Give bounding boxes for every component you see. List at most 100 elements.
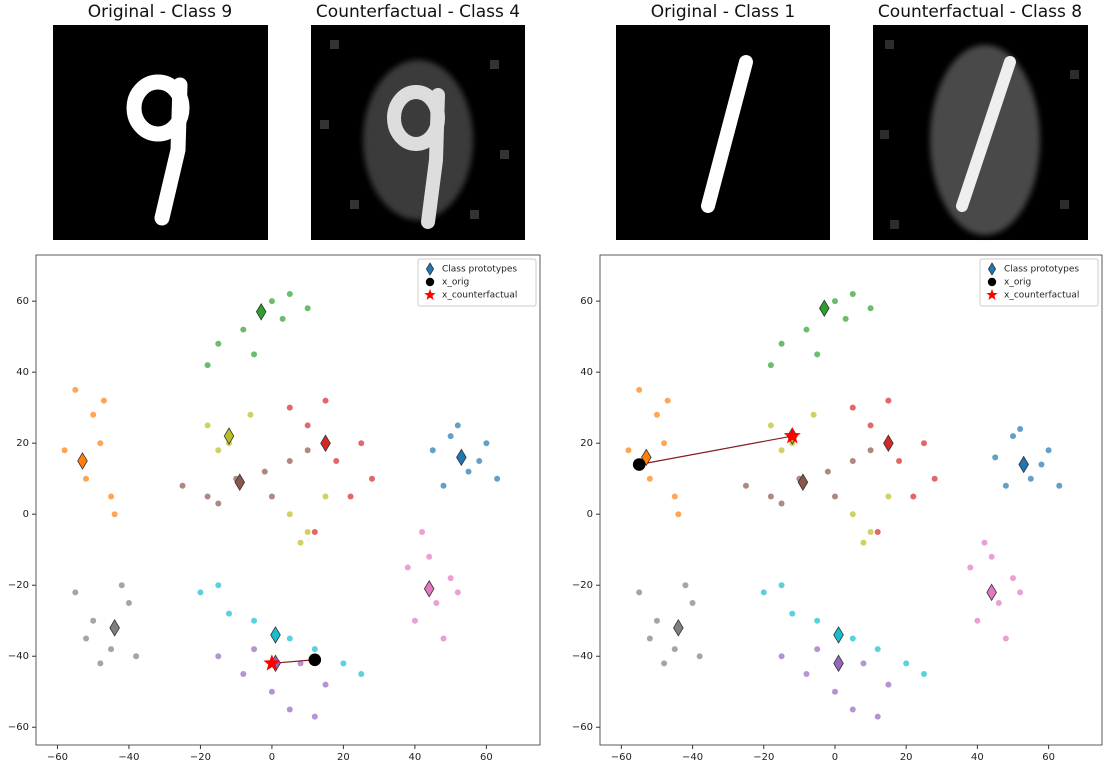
y-tick-label: 40 xyxy=(580,367,593,378)
scatter-point xyxy=(440,483,446,489)
scatter-point xyxy=(197,589,203,595)
scatter-point xyxy=(419,529,425,535)
scatter-point xyxy=(814,646,820,652)
scatter-point xyxy=(426,554,432,560)
scatter-point xyxy=(850,405,856,411)
scatter-point xyxy=(1046,447,1052,453)
scatter-point xyxy=(672,646,678,652)
scatter-point xyxy=(215,341,221,347)
scatter-point xyxy=(287,291,293,297)
y-tick-label: −40 xyxy=(8,651,29,662)
scatter-point xyxy=(83,476,89,482)
scatter-point xyxy=(298,540,304,546)
scatter-point xyxy=(226,611,232,617)
scatter-point xyxy=(982,540,988,546)
scatter-point xyxy=(932,476,938,482)
image-title: Counterfactual - Class 4 xyxy=(316,2,520,22)
scatter-point xyxy=(903,660,909,666)
scatter-point xyxy=(868,529,874,535)
scatter-point xyxy=(133,653,139,659)
x-tick-label: 60 xyxy=(480,752,493,763)
scatter-point xyxy=(654,412,660,418)
scatter-point xyxy=(358,671,364,677)
scatter-point xyxy=(868,305,874,311)
scatter-point xyxy=(97,440,103,446)
scatter-point xyxy=(323,398,329,404)
scatter-point xyxy=(868,447,874,453)
scatter-point xyxy=(287,405,293,411)
scatter-point xyxy=(875,714,881,720)
scatter-point xyxy=(215,501,221,507)
scatter-point xyxy=(412,618,418,624)
scatter-point xyxy=(180,483,186,489)
scatter-point xyxy=(921,671,927,677)
prototype-marker xyxy=(424,581,434,597)
prototype-marker xyxy=(271,627,281,643)
scatter-point xyxy=(215,582,221,588)
x-tick-label: −20 xyxy=(190,752,211,763)
prototype-marker xyxy=(321,435,331,451)
scatter-point xyxy=(675,511,681,517)
x-tick-label: 20 xyxy=(900,752,913,763)
scatter-point xyxy=(779,341,785,347)
scatter-point xyxy=(369,476,375,482)
figure: Original - Class 9 Counterfactual - Clas… xyxy=(0,0,1104,765)
scatter-point xyxy=(483,440,489,446)
prototype-marker xyxy=(110,620,120,636)
scatter-point xyxy=(996,600,1002,606)
scatter-point xyxy=(1038,461,1044,467)
prototype-marker xyxy=(834,627,844,643)
scatter-point xyxy=(287,458,293,464)
scatter-point xyxy=(868,422,874,428)
scatter-point xyxy=(205,422,211,428)
scatter-point xyxy=(672,493,678,499)
scatter-point xyxy=(430,447,436,453)
counterfactual-marker xyxy=(263,654,280,670)
prototype-marker xyxy=(987,584,997,600)
scatter-point xyxy=(494,476,500,482)
prototype-marker xyxy=(256,304,266,320)
legend-label: x_counterfactual xyxy=(1004,291,1079,301)
image-title: Original - Class 9 xyxy=(88,2,232,22)
scatter-point xyxy=(974,618,980,624)
x-tick-label: −60 xyxy=(611,752,632,763)
y-tick-label: 60 xyxy=(580,296,593,307)
scatter-point xyxy=(697,653,703,659)
scatter-point xyxy=(215,653,221,659)
scatter-point xyxy=(305,422,311,428)
scatter-point xyxy=(240,671,246,677)
scatter-point xyxy=(832,689,838,695)
scatter-point xyxy=(1017,589,1023,595)
scatter-point xyxy=(455,422,461,428)
scatter-point xyxy=(312,714,318,720)
scatter-point xyxy=(108,493,114,499)
y-tick-label: −40 xyxy=(572,651,593,662)
scatter-point xyxy=(921,440,927,446)
y-tick-label: 20 xyxy=(16,438,29,449)
scatter-point xyxy=(803,671,809,677)
prototype-marker xyxy=(834,655,844,671)
scatter-point xyxy=(647,476,653,482)
x-tick-label: 20 xyxy=(337,752,350,763)
scatter-point xyxy=(1003,635,1009,641)
scatter-point xyxy=(967,564,973,570)
scatter-point xyxy=(1010,575,1016,581)
scatter-point xyxy=(287,635,293,641)
prototype-marker xyxy=(78,453,88,469)
y-tick-label: 0 xyxy=(587,509,593,520)
digit-image xyxy=(53,25,268,240)
original-marker xyxy=(633,458,646,471)
scatter-point xyxy=(896,458,902,464)
plot-frame xyxy=(600,255,1102,745)
scatter-point xyxy=(779,653,785,659)
scatter-point xyxy=(348,493,354,499)
scatter-point xyxy=(215,447,221,453)
scatter-point xyxy=(62,447,68,453)
image-title: Counterfactual - Class 8 xyxy=(878,2,1082,22)
scatter-point xyxy=(761,589,767,595)
scatter-point xyxy=(1056,483,1062,489)
scatter-point xyxy=(682,582,688,588)
scatter-point xyxy=(814,351,820,357)
scatter-point xyxy=(885,493,891,499)
prototype-marker xyxy=(674,620,684,636)
